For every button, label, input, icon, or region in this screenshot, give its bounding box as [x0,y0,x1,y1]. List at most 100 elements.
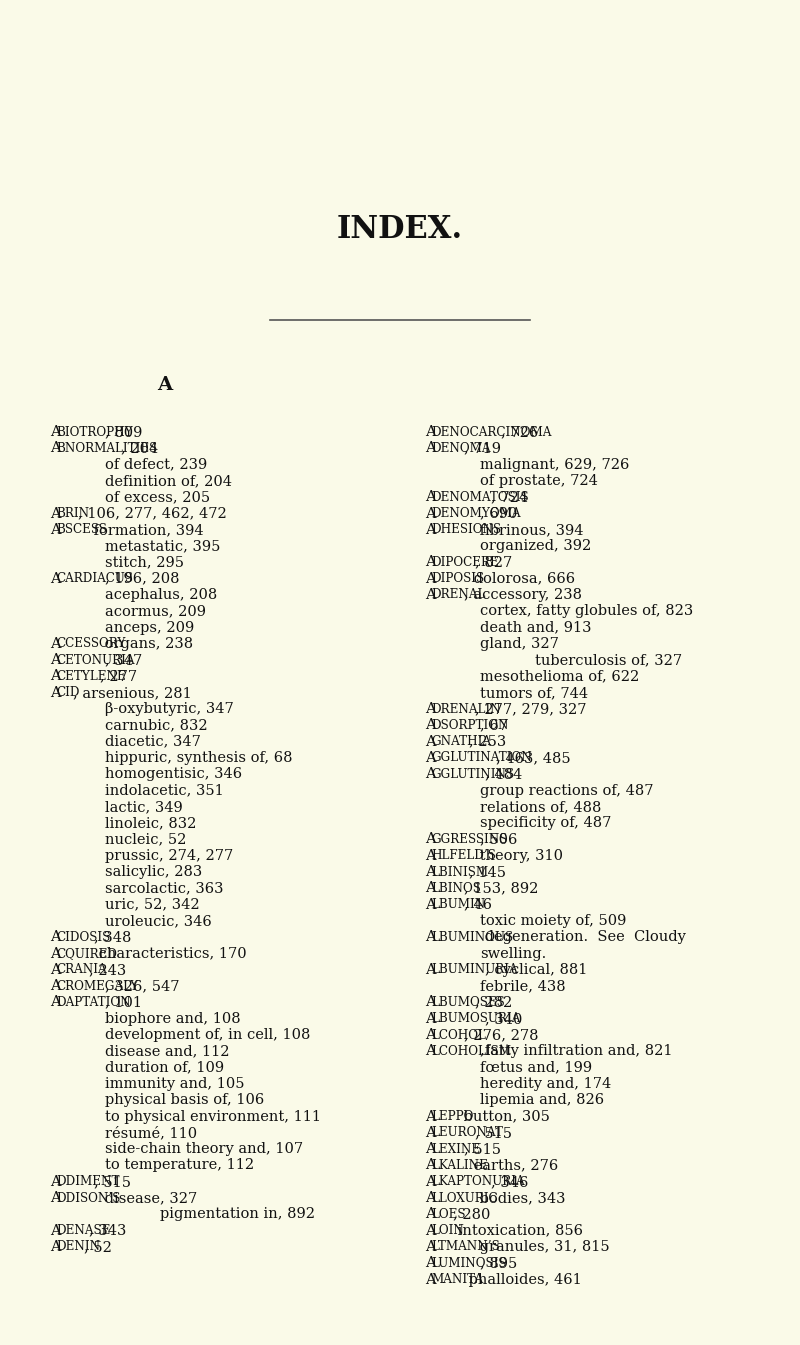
Text: A: A [425,1142,436,1157]
Text: DAPTATION: DAPTATION [57,997,131,1009]
Text: A: A [50,931,61,944]
Text: uric, 52, 342: uric, 52, 342 [105,897,200,912]
Text: theory, 310: theory, 310 [474,849,562,862]
Text: characteristics, 170: characteristics, 170 [94,947,247,960]
Text: anceps, 209: anceps, 209 [105,620,194,635]
Text: DENASE: DENASE [57,1224,111,1237]
Text: A: A [50,686,61,699]
Text: A: A [425,931,436,944]
Text: , 106, 277, 462, 472: , 106, 277, 462, 472 [78,507,227,521]
Text: A: A [50,638,61,651]
Text: A: A [50,1174,61,1189]
Text: LBINOS: LBINOS [432,882,482,894]
Text: A: A [50,995,61,1010]
Text: tuberculosis of, 327: tuberculosis of, 327 [535,654,682,667]
Text: , 67: , 67 [480,718,508,733]
Text: button, 305: button, 305 [458,1110,550,1123]
Text: of excess, 205: of excess, 205 [105,490,210,504]
Text: , 277: , 277 [99,670,137,683]
Text: degeneration.  See  Cloudy: degeneration. See Cloudy [480,931,686,944]
Text: A: A [425,1028,436,1042]
Text: DIPOCERE: DIPOCERE [432,555,499,569]
Text: phalloides, 461: phalloides, 461 [464,1272,582,1287]
Text: granules, 31, 815: granules, 31, 815 [474,1240,609,1254]
Text: DENOMATOSIS: DENOMATOSIS [432,491,530,503]
Text: A: A [425,1158,436,1173]
Text: , 347: , 347 [105,654,142,667]
Text: disease, 327: disease, 327 [99,1192,197,1205]
Text: A: A [50,947,61,960]
Text: , 690: , 690 [480,507,518,521]
Text: metastatic, 395: metastatic, 395 [105,539,220,553]
Text: cortex, fatty globules of, 823: cortex, fatty globules of, 823 [480,604,694,619]
Text: LEPPO: LEPPO [432,1110,474,1123]
Text: DENOMYOMA: DENOMYOMA [432,507,522,521]
Text: A: A [425,523,436,537]
Text: immunity and, 105: immunity and, 105 [105,1077,245,1091]
Text: , 153, 892: , 153, 892 [464,881,538,896]
Text: CCESSORY: CCESSORY [57,638,126,651]
Text: of defect, 239: of defect, 239 [105,457,207,472]
Text: carnubic, 832: carnubic, 832 [105,718,208,733]
Text: A: A [50,963,61,976]
Text: DENOMA: DENOMA [432,441,491,455]
Text: A: A [50,1224,61,1237]
Text: biophore and, 108: biophore and, 108 [105,1011,241,1026]
Text: , 276, 278: , 276, 278 [464,1028,538,1042]
Text: A: A [50,1192,61,1205]
Text: DDISON’S: DDISON’S [57,1192,122,1205]
Text: , 515: , 515 [474,1126,511,1141]
Text: , 506: , 506 [480,833,518,846]
Text: , 280: , 280 [453,1208,490,1221]
Text: , 348: , 348 [94,931,131,944]
Text: CARDIACUS: CARDIACUS [57,572,134,585]
Text: CRANIA: CRANIA [57,963,107,976]
Text: lipemia and, 826: lipemia and, 826 [480,1093,604,1107]
Text: , 515: , 515 [464,1142,501,1157]
Text: β-oxybutyric, 347: β-oxybutyric, 347 [105,702,234,716]
Text: stitch, 295: stitch, 295 [105,555,184,569]
Text: GNATHIA: GNATHIA [432,736,492,748]
Text: A: A [425,833,436,846]
Text: BSCESS: BSCESS [57,523,108,537]
Text: , 277, 279, 327: , 277, 279, 327 [474,702,586,716]
Text: A: A [425,702,436,716]
Text: LKALINE: LKALINE [432,1159,489,1171]
Text: LBINISM: LBINISM [432,866,489,878]
Text: swelling.: swelling. [480,947,546,960]
Text: A: A [425,441,436,456]
Text: LUMINOSIS: LUMINOSIS [432,1256,507,1270]
Text: , cyclical, 881: , cyclical, 881 [486,963,587,976]
Text: to physical environment, 111: to physical environment, 111 [105,1110,321,1123]
Text: , 346: , 346 [490,1174,528,1189]
Text: development of, in cell, 108: development of, in cell, 108 [105,1028,310,1042]
Text: A: A [425,881,436,896]
Text: , 726: , 726 [502,425,538,438]
Text: fœtus and, 199: fœtus and, 199 [480,1061,592,1075]
Text: to temperature, 112: to temperature, 112 [105,1158,254,1173]
Text: lactic, 349: lactic, 349 [105,800,182,814]
Text: A: A [425,1045,436,1059]
Text: duration of, 109: duration of, 109 [105,1061,224,1075]
Text: , 204: , 204 [121,441,158,456]
Text: physical basis of, 106: physical basis of, 106 [105,1093,264,1107]
Text: A: A [50,523,61,537]
Text: salicylic, 283: salicylic, 283 [105,865,202,880]
Text: LBUMIN: LBUMIN [432,898,486,911]
Text: A: A [50,979,61,993]
Text: LEXINE: LEXINE [432,1143,481,1155]
Text: CROMEGALY: CROMEGALY [57,979,139,993]
Text: indolacetic, 351: indolacetic, 351 [105,784,224,798]
Text: A: A [425,1192,436,1205]
Text: A: A [425,572,436,585]
Text: DSORPTION: DSORPTION [432,718,510,732]
Text: CETONURIA: CETONURIA [57,654,135,667]
Text: A: A [425,1256,436,1270]
Text: tumors of, 744: tumors of, 744 [480,686,588,699]
Text: febrile, 438: febrile, 438 [480,979,566,993]
Text: , 343: , 343 [89,1224,126,1237]
Text: DRENAL: DRENAL [432,589,486,601]
Text: A: A [425,555,436,569]
Text: prussic, 274, 277: prussic, 274, 277 [105,849,234,862]
Text: A: A [425,1011,436,1026]
